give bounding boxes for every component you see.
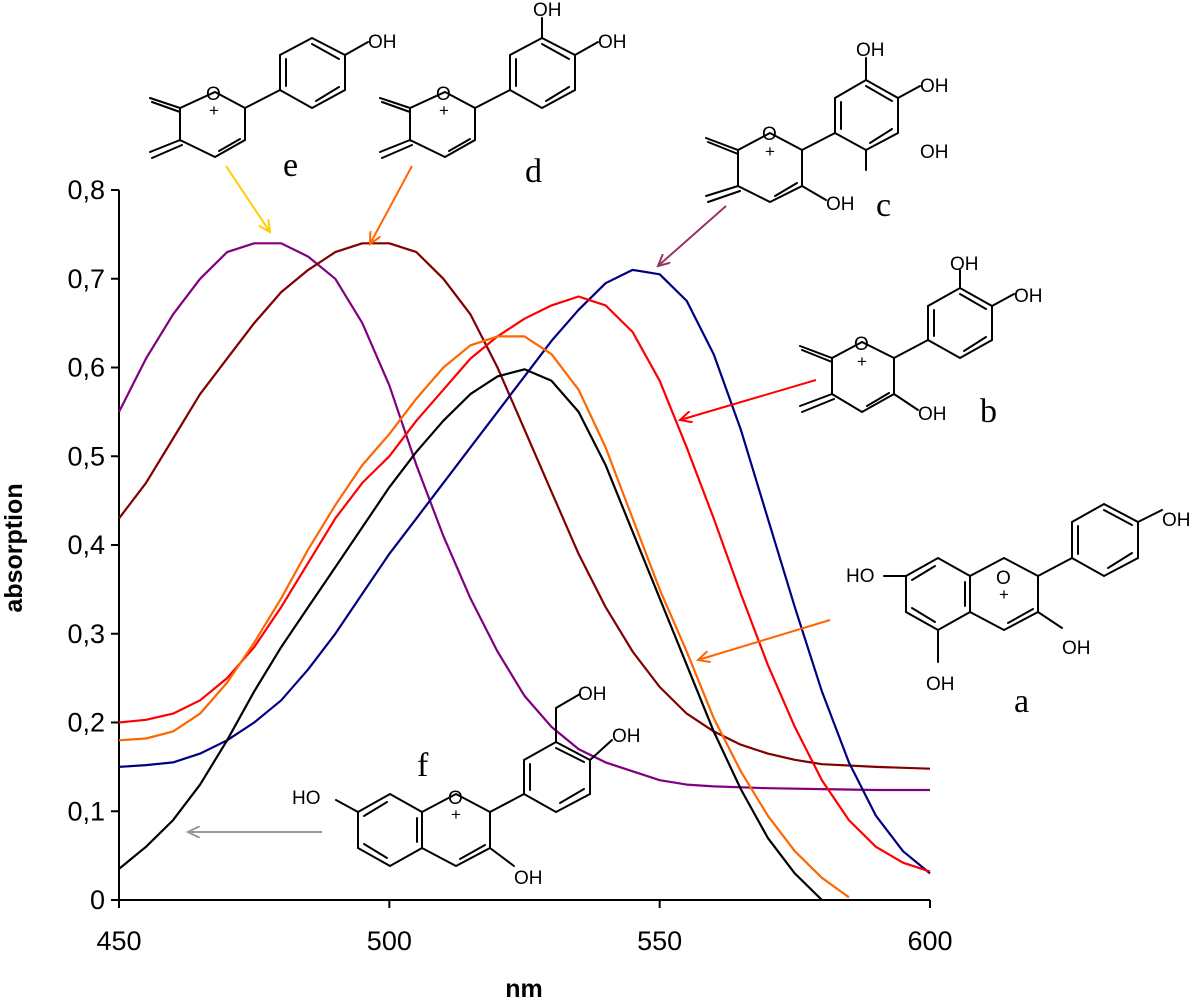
structure-f-charge: +: [451, 805, 461, 824]
structure-b-oh-right: OH: [1014, 286, 1043, 307]
structure-a-oh-bottom: OH: [926, 674, 955, 695]
series-line-5: [118, 335, 850, 899]
y-tick-label: 0,1: [67, 796, 105, 826]
structure-b-letter: b: [980, 393, 997, 430]
structure-b-ring-o: O: [854, 334, 869, 355]
structure-c-oh-bottom: OH: [920, 142, 949, 163]
structure-a-oh-left: HO: [846, 566, 875, 587]
structure-d-letter: d: [525, 153, 542, 190]
arrow-c: [658, 205, 727, 266]
structure-f-oh-top: OH: [578, 684, 607, 705]
structure-d-oh-top: OH: [533, 0, 562, 21]
structure-a-oh-top: OH: [1162, 510, 1191, 531]
structure-a-bonds: [883, 502, 1163, 663]
structure-f-ring-o: O: [448, 788, 463, 809]
series-line-2: [118, 242, 931, 770]
structure-e-bonds: [149, 36, 369, 159]
series-layer: [118, 242, 931, 901]
structure-d: O + OH OH d: [379, 0, 627, 190]
x-ticks: 450 500 550 600: [96, 900, 953, 956]
structure-d-bonds: [379, 17, 599, 159]
structure-c-oh-low: OH: [826, 194, 855, 215]
structure-c: O + OH OH OH OH c: [705, 40, 949, 224]
y-tick-label: 0,6: [67, 353, 105, 383]
y-tick-label: 0,2: [67, 708, 105, 738]
structure-a-letter: a: [1014, 683, 1029, 720]
annotation-arrows: [188, 165, 831, 832]
structure-e-oh-top: OH: [368, 32, 397, 53]
structure-c-bonds: [705, 57, 921, 204]
y-tick-label: 0,4: [67, 530, 105, 560]
y-ticks: 0 0,1 0,2 0,3 0,4 0,5 0,6 0,7 0,8: [67, 175, 119, 915]
structure-c-charge: +: [765, 142, 775, 161]
structure-f-bonds: [335, 693, 613, 868]
x-tick-label: 550: [637, 926, 682, 956]
structure-b-oh-low: OH: [918, 404, 947, 425]
structure-a: O + OH HO OH OH a: [846, 502, 1191, 720]
series-line-1: [118, 242, 930, 792]
structure-f-oh-bottom: OH: [514, 868, 543, 889]
arrow-b: [680, 379, 817, 420]
structure-d-oh-right: OH: [598, 32, 627, 53]
y-tick-label: 0: [90, 885, 105, 915]
y-tick-label: 0,5: [67, 441, 105, 471]
structure-f-oh-left: HO: [292, 788, 321, 809]
structure-c-ring-o: O: [762, 124, 777, 145]
structure-e-ring-o: O: [206, 84, 221, 105]
series-line-6: [118, 368, 823, 901]
structure-e-letter: e: [283, 147, 298, 184]
arrow-d: [370, 165, 413, 244]
structure-a-charge: +: [999, 585, 1009, 604]
structure-b-charge: +: [857, 352, 867, 371]
x-axis-title: nm: [505, 975, 543, 1000]
arrow-e: [225, 165, 270, 232]
structure-c-letter: c: [876, 187, 891, 224]
structure-d-charge: +: [439, 101, 449, 120]
structure-f-letter: f: [417, 747, 429, 784]
structure-c-oh-mid: OH: [920, 76, 949, 97]
structure-c-oh-top: OH: [856, 40, 885, 61]
x-tick-label: 600: [907, 926, 952, 956]
structure-a-ring-o: O: [996, 568, 1011, 589]
y-tick-label: 0,3: [67, 619, 105, 649]
arrow-a: [698, 619, 831, 660]
series-line-3: [118, 268, 931, 875]
structure-e: O + OH e: [149, 32, 397, 184]
structure-f: O + OH OH HO OH f: [292, 684, 641, 889]
structure-b-oh-top: OH: [950, 254, 979, 275]
structure-d-ring-o: O: [436, 84, 451, 105]
y-tick-label: 0,7: [67, 264, 105, 294]
structure-b-bonds: [799, 269, 1015, 414]
structure-e-charge: +: [209, 101, 219, 120]
structure-a-oh-right: OH: [1062, 638, 1091, 659]
structure-b: O + OH OH OH b: [799, 254, 1043, 430]
y-tick-label: 0,8: [67, 175, 105, 205]
x-tick-label: 450: [96, 926, 141, 956]
y-axis-title: absorption: [0, 483, 28, 612]
structure-f-oh-right: OH: [612, 726, 641, 747]
x-tick-label: 500: [367, 926, 412, 956]
series-line-4: [118, 295, 931, 873]
